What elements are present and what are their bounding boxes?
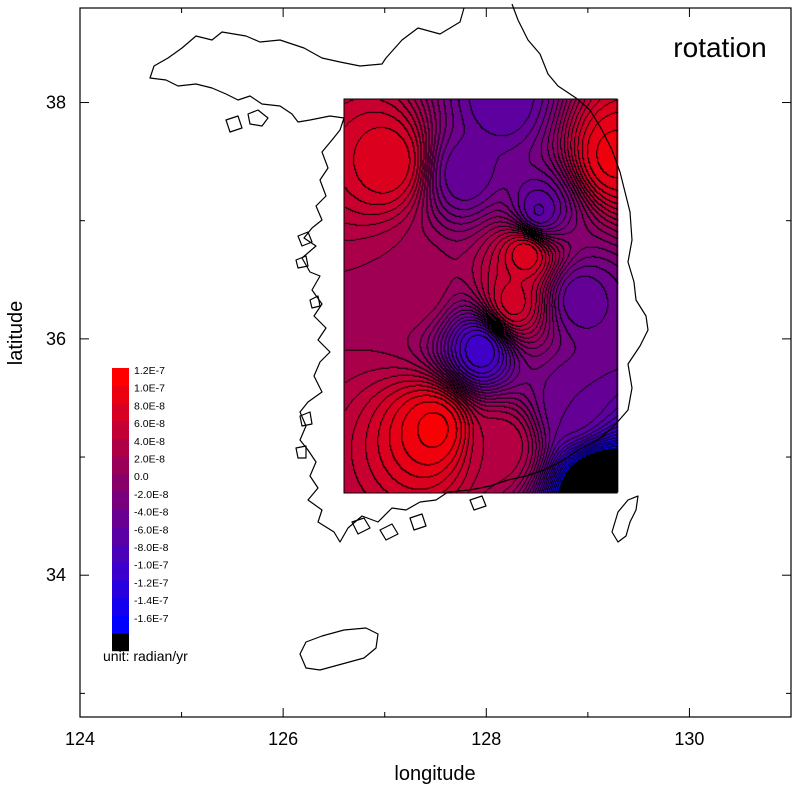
- colorbar-label: -1.6E-7: [134, 613, 169, 625]
- coastline-west: [149, 7, 465, 543]
- coastline-south-islands: [351, 495, 487, 541]
- colorbar-label: -1.4E-7: [134, 595, 169, 607]
- colorbar-swatch: [112, 403, 129, 422]
- x-tick-label: 126: [268, 729, 298, 749]
- coastline-tsushima: [611, 495, 639, 543]
- colorbar-label: 1.2E-7: [134, 365, 165, 377]
- colorbar-label: 0.0: [134, 471, 149, 483]
- colorbar-swatch: [112, 545, 129, 564]
- coastline-jeju: [299, 627, 379, 671]
- x-axis-ticks: 124 126 128 130: [65, 8, 792, 749]
- colorbar-label: -6.0E-8: [134, 524, 169, 536]
- unit-label: unit: radian/yr: [103, 648, 188, 664]
- colorbar-label: 1.0E-7: [134, 383, 165, 395]
- colorbar-swatch: [112, 474, 129, 493]
- colorbar-label: -1.2E-7: [134, 577, 169, 589]
- colorbar-label: 4.0E-8: [134, 436, 165, 448]
- colorbar-swatch: [112, 562, 129, 581]
- colorbar-swatch: [112, 438, 129, 457]
- colorbar-swatch: [112, 598, 129, 617]
- colorbar-swatch: [112, 456, 129, 475]
- colorbar-swatch: [112, 368, 129, 387]
- colorbar-swatch: [112, 491, 129, 511]
- chart-title: rotation: [673, 32, 766, 63]
- colorbar-swatch: [112, 615, 129, 634]
- colorbar-swatch-min: [112, 633, 129, 652]
- colorbar-swatch: [112, 509, 129, 528]
- colorbar-swatch: [112, 421, 129, 440]
- coastline: [149, 3, 649, 671]
- x-tick-label: 130: [674, 729, 704, 749]
- colorbar-label: -8.0E-8: [134, 542, 169, 554]
- colorbar-label: 6.0E-8: [134, 418, 165, 430]
- colorbar-label: 2.0E-8: [134, 454, 165, 466]
- colorbar-swatch: [112, 580, 129, 599]
- colorbar-label: -4.0E-8: [134, 507, 169, 519]
- colorbar-label: -2.0E-8: [134, 489, 169, 501]
- colorbar: 1.2E-7 1.0E-7 8.0E-8 6.0E-8 4.0E-8 2.0E-8 0.0 -…: [112, 365, 169, 652]
- y-axis-label: latitude: [5, 301, 27, 366]
- y-tick-label: 38: [46, 93, 66, 113]
- plot-frame: [79, 7, 792, 718]
- y-axis-ticks: 34 36 38: [46, 93, 791, 694]
- x-tick-label: 124: [65, 729, 95, 749]
- x-tick-label: 128: [471, 729, 501, 749]
- coastline-north-islands: [225, 109, 269, 133]
- coastline-west-islands: [295, 231, 321, 459]
- rotation-contour-field: [344, 98, 619, 493]
- y-tick-label: 36: [46, 329, 66, 349]
- x-axis-label: longitude: [394, 763, 475, 785]
- data-region-border: [343, 98, 618, 494]
- colorbar-label: 8.0E-8: [134, 400, 165, 412]
- coastline-south-east: [419, 3, 649, 503]
- colorbar-swatch: [112, 527, 129, 546]
- colorbar-swatch: [112, 385, 129, 404]
- y-tick-label: 34: [46, 565, 66, 585]
- colorbar-label: -1.0E-7: [134, 560, 169, 572]
